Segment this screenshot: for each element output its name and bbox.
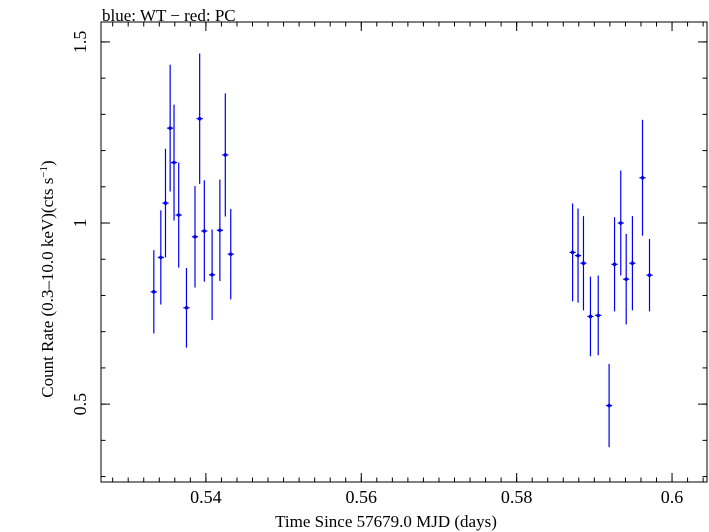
data-point [569,203,576,302]
y-axis-title-main: Count Rate (0.3–10.0 keV)(cts s [38,178,57,398]
data-point [606,363,613,448]
point-marker [223,153,228,157]
data-point [587,276,594,357]
data-point [623,233,630,325]
point-marker [570,250,575,255]
point-marker [210,273,214,277]
data-point [611,217,618,312]
point-marker [647,273,652,277]
point-marker [612,262,617,267]
x-tick-label: 0.58 [501,487,533,507]
point-marker [640,175,645,180]
data-point [580,216,587,311]
point-marker [228,252,233,256]
point-marker [159,255,163,260]
x-tick-label: 0.56 [346,487,378,507]
data-point [170,104,178,221]
y-axis-title-superscript: −1 [38,166,50,178]
point-marker [588,314,593,319]
data-point [227,208,234,300]
point-marker [184,305,189,310]
y-tick-label: 1 [70,219,90,228]
data-point [208,229,216,321]
x-tick-labels: 0.54 0.56 0.58 0.6 [190,487,683,507]
data-point [162,148,169,258]
chart-title: blue: WT − red: PC [102,6,236,25]
data-point [191,186,199,288]
point-marker [163,201,168,205]
point-marker [581,261,586,266]
point-marker [202,229,207,233]
point-marker [618,221,623,225]
data-point [639,119,646,236]
y-axis-title: Count Rate (0.3–10.0 keV)(cts s−1) [38,160,57,397]
point-marker [193,234,197,239]
y-tick-labels: 0.5 1 1.5 [70,31,90,416]
x-tick-label: 0.6 [661,487,684,507]
data-point [222,93,229,217]
data-point [201,180,208,282]
data-point [646,238,653,312]
point-marker [576,253,580,258]
point-marker [152,290,156,294]
data-point [216,179,223,281]
data-point [175,162,182,268]
point-marker [176,213,181,217]
x-tick-label: 0.54 [190,487,222,507]
y-tick-label: 1.5 [70,31,90,54]
data-point [183,267,190,348]
y-tick-label: 0.5 [70,393,90,416]
axis-ticks [101,22,707,482]
data-point [150,250,157,334]
point-marker [596,313,601,318]
point-marker [218,228,222,233]
point-marker [197,116,202,121]
plot-frame [100,21,708,483]
data-point [595,275,602,356]
data-point [617,170,624,276]
data-point [157,210,164,305]
data-points [150,53,653,448]
data-point [196,53,203,184]
point-marker [168,126,172,130]
y-axis-title-close: ) [38,160,57,166]
x-axis-title: Time Since 57679.0 MJD (days) [275,512,497,531]
data-point [167,64,174,192]
point-marker [630,261,635,266]
point-marker [624,277,628,281]
point-marker [172,160,176,165]
data-point [574,208,582,303]
data-point [629,216,636,311]
point-marker [607,403,611,408]
